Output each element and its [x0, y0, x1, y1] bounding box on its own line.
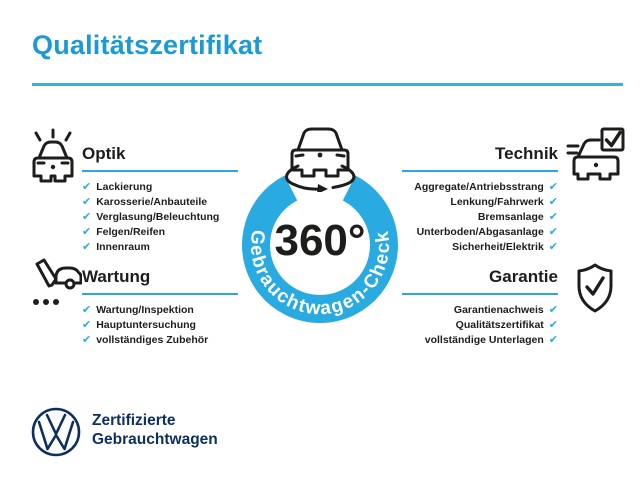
check-item: Bremsanlage ✔ — [402, 209, 558, 224]
check-item-label: Wartung/Inspektion — [96, 303, 194, 316]
badge-360-ring: Gebrauchtwagen-Check 360° — [242, 175, 398, 323]
check-item: ✔ Verglasung/Beleuchtung — [82, 209, 238, 224]
section-optik: Optik ✔ Lackierung ✔ Karosserie/Anbauteile… — [82, 143, 238, 254]
ring-arc — [242, 175, 398, 323]
car-shine-icon — [32, 128, 74, 183]
check-item-label: Qualitätszertifikat — [455, 318, 544, 331]
check-icon: ✔ — [82, 180, 92, 193]
section-optik-items: ✔ Lackierung ✔ Karosserie/Anbauteile ✔ Verg… — [82, 179, 238, 254]
check-icon: ✔ — [548, 180, 558, 193]
check-icon: ✔ — [548, 333, 558, 346]
check-item-label: vollständiges Zubehör — [96, 333, 209, 346]
check-item: vollständige Unterlagen ✔ — [402, 332, 558, 347]
check-item: Garantienachweis ✔ — [402, 302, 558, 317]
check-item-label: Lenkung/Fahrwerk — [450, 195, 544, 208]
section-garantie-items: Garantienachweis ✔ Qualitätszertifikat ✔ v… — [402, 302, 558, 347]
section-technik-items: Aggregate/Antriebsstrang ✔ Lenkung/Fahrwe… — [402, 179, 558, 254]
check-icon: ✔ — [82, 318, 92, 331]
section-underline — [82, 293, 238, 295]
check-icon: ✔ — [548, 195, 558, 208]
badge-degrees: 360° — [274, 216, 365, 265]
pencil-car-icon — [33, 258, 82, 305]
check-icon: ✔ — [548, 210, 558, 223]
check-icon: ✔ — [82, 225, 92, 238]
check-item: ✔ Innenraum — [82, 239, 238, 254]
header-divider — [32, 83, 623, 86]
check-icon: ✔ — [548, 225, 558, 238]
check-item-label: vollständige Unterlagen — [424, 333, 544, 346]
check-item: ✔ vollständiges Zubehör — [82, 332, 238, 347]
section-wartung-title: Wartung — [82, 267, 151, 286]
section-wartung-items: ✔ Wartung/Inspektion ✔ Hauptuntersuchung ✔… — [82, 302, 238, 347]
section-technik: Technik Aggregate/Antriebsstrang ✔ Lenkun… — [402, 143, 558, 254]
footer-line2: Gebrauchtwagen — [92, 431, 218, 448]
check-icon: ✔ — [82, 333, 92, 346]
check-item: ✔ Lackierung — [82, 179, 238, 194]
check-icon: ✔ — [82, 240, 92, 253]
shield-check-icon — [577, 263, 613, 313]
check-item: Aggregate/Antriebsstrang ✔ — [402, 179, 558, 194]
check-item-label: Hauptuntersuchung — [96, 318, 196, 331]
check-item-label: Felgen/Reifen — [96, 225, 166, 238]
section-technik-title: Technik — [495, 144, 558, 163]
check-item-label: Innenraum — [96, 240, 150, 253]
section-wartung: Wartung ✔ Wartung/Inspektion ✔ Hauptunters… — [82, 266, 238, 347]
check-item-label: Unterboden/Abgasanlage — [416, 225, 544, 238]
car-checkbox-icon — [566, 127, 625, 181]
section-underline — [402, 170, 558, 172]
check-item: Lenkung/Fahrwerk ✔ — [402, 194, 558, 209]
check-item-label: Karosserie/Anbauteile — [96, 195, 208, 208]
section-garantie: Garantie Garantienachweis ✔ Qualitätszert… — [402, 266, 558, 347]
check-icon: ✔ — [548, 303, 558, 316]
check-item: ✔ Felgen/Reifen — [82, 224, 238, 239]
section-underline — [402, 293, 558, 295]
check-item-label: Sicherheit/Elektrik — [452, 240, 544, 253]
check-item-label: Lackierung — [96, 180, 153, 193]
check-item: ✔ Karosserie/Anbauteile — [82, 194, 238, 209]
section-underline — [82, 170, 238, 172]
footer-line1: Zertifizierte — [92, 412, 176, 429]
check-item: Unterboden/Abgasanlage ✔ — [402, 224, 558, 239]
check-icon: ✔ — [82, 303, 92, 316]
car-360-rotation-icon — [285, 127, 356, 192]
footer-wordmark: Zertifizierte Gebrauchtwagen — [92, 411, 218, 449]
check-item-label: Aggregate/Antriebsstrang — [414, 180, 544, 193]
check-item-label: Bremsanlage — [477, 210, 544, 223]
check-item: Qualitätszertifikat ✔ — [402, 317, 558, 332]
check-icon: ✔ — [82, 195, 92, 208]
section-garantie-title: Garantie — [489, 267, 558, 286]
check-item: ✔ Hauptuntersuchung — [82, 317, 238, 332]
check-icon: ✔ — [82, 210, 92, 223]
check-item: ✔ Wartung/Inspektion — [82, 302, 238, 317]
vw-logo — [31, 407, 81, 457]
check-item: Sicherheit/Elektrik ✔ — [402, 239, 558, 254]
check-item-label: Garantienachweis — [453, 303, 544, 316]
page-title: Qualitätszertifikat — [32, 30, 263, 60]
check-icon: ✔ — [548, 240, 558, 253]
check-icon: ✔ — [548, 318, 558, 331]
section-optik-title: Optik — [82, 144, 126, 163]
check-item-label: Verglasung/Beleuchtung — [96, 210, 220, 223]
